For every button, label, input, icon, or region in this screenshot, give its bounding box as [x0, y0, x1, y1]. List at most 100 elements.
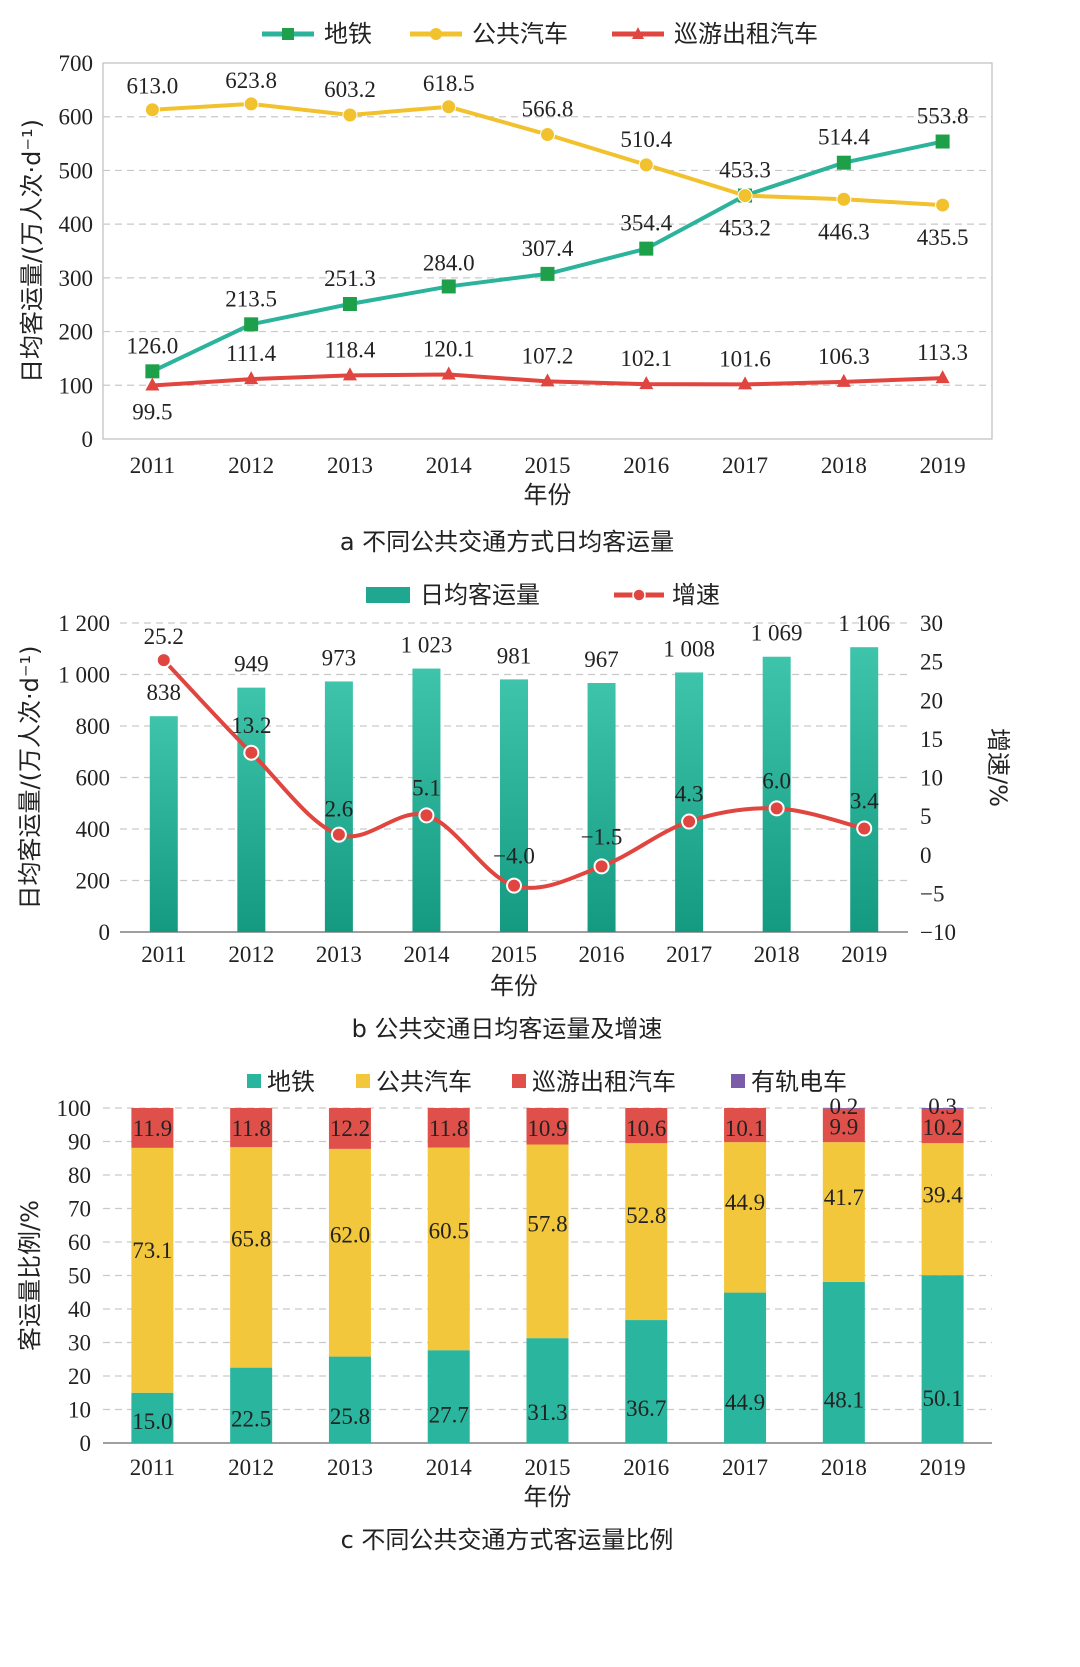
segment-value-label: 39.4	[922, 1183, 963, 1208]
y-tick-label-b: 200	[76, 869, 111, 894]
stack-segment-地铁	[724, 1292, 767, 1443]
y-tick-label-c: 80	[68, 1163, 91, 1188]
stack-segment-有轨电车	[921, 1108, 964, 1110]
stack-segment-巡游出租汽车	[625, 1108, 668, 1144]
y-tick-label-b: 400	[76, 817, 111, 842]
y2-tick-label-b: 25	[920, 650, 943, 675]
data-label: 284.0	[423, 250, 475, 275]
x-tick-label-c: 2016	[623, 1455, 669, 1480]
x-tick-label-b: 2017	[666, 942, 712, 967]
caption-c: c 不同公共交通方式客运量比例	[341, 1526, 674, 1554]
growth-value-label: 4.3	[675, 782, 704, 807]
y-tick-label-c: 30	[68, 1331, 91, 1356]
marker-point	[145, 377, 160, 391]
x-tick-label-b: 2018	[754, 942, 800, 967]
stack-segment-巡游出租汽车	[131, 1108, 174, 1148]
stack-segment-公共汽车	[822, 1142, 865, 1282]
stack-segment-公共汽车	[230, 1147, 273, 1368]
data-label: 118.4	[324, 337, 375, 362]
segment-value-label: 41.7	[824, 1185, 864, 1210]
data-label: 107.2	[522, 343, 574, 368]
plot-frame-a	[102, 62, 993, 440]
legend-label: 巡游出租汽车	[674, 20, 818, 48]
x-tick-label-b: 2011	[141, 942, 186, 967]
y-tick-label-a: 200	[59, 320, 94, 345]
x-axis-title-b: 年份	[490, 972, 538, 1000]
data-label: 213.5	[225, 286, 277, 311]
segment-value-label: 62.0	[330, 1222, 370, 1247]
segment-value-label: 10.6	[626, 1116, 666, 1141]
bar-value-label: 1 069	[751, 621, 803, 646]
marker-point	[639, 376, 654, 390]
growth-value-label: 6.0	[762, 768, 791, 793]
data-label: 603.2	[324, 77, 376, 102]
segment-value-label: 52.8	[626, 1203, 666, 1228]
legend-label: 地铁	[267, 1068, 315, 1096]
data-label: 99.5	[132, 400, 172, 425]
y-tick-label-a: 700	[59, 51, 94, 76]
data-label: 510.4	[620, 127, 672, 152]
data-label: 102.1	[620, 346, 672, 371]
segment-value-label: 11.8	[231, 1116, 270, 1141]
growth-marker	[330, 826, 347, 843]
stack-segment-公共汽车	[131, 1147, 174, 1393]
stack-segment-地铁	[427, 1350, 470, 1443]
segment-value-label: 50.1	[922, 1386, 962, 1411]
bar	[675, 672, 704, 932]
bar	[412, 668, 441, 932]
x-tick-label-b: 2015	[491, 942, 537, 967]
data-label: 113.3	[917, 340, 968, 365]
y-tick-label-c: 20	[68, 1364, 91, 1389]
data-label: 623.8	[225, 68, 277, 93]
stack-segment-公共汽车	[427, 1147, 470, 1351]
y-tick-label-c: 40	[68, 1297, 91, 1322]
x-tick-label-b: 2013	[316, 942, 362, 967]
stack-segment-巡游出租汽车	[427, 1108, 470, 1148]
marker-point	[145, 364, 160, 379]
stack-segment-公共汽车	[526, 1144, 569, 1339]
data-label: 111.4	[226, 341, 277, 366]
y-tick-label-c: 10	[68, 1398, 91, 1423]
growth-marker	[506, 877, 522, 894]
marker-point	[935, 370, 950, 384]
segment-value-label: 15.0	[132, 1409, 172, 1434]
segment-value-label: 48.1	[824, 1388, 864, 1413]
y-tick-label-a: 500	[59, 158, 94, 183]
y2-tick-label-b: 0	[920, 843, 932, 868]
segment-value-label: 73.1	[132, 1238, 172, 1263]
marker-point	[144, 102, 160, 118]
x-tick-label-b: 2012	[228, 942, 274, 967]
segment-value-label: 10.9	[527, 1116, 567, 1141]
x-axis-title-c: 年份	[524, 1483, 572, 1511]
growth-value-label: 3.4	[850, 788, 879, 813]
bar-value-label: 967	[584, 647, 619, 672]
stack-segment-巡游出租汽车	[921, 1109, 964, 1144]
y2-tick-label-b: −5	[920, 881, 944, 906]
x-tick-label-a: 2011	[130, 453, 175, 478]
marker-point	[836, 373, 851, 387]
stack-segment-地铁	[131, 1392, 174, 1443]
x-tick-label-b: 2019	[841, 942, 887, 967]
stack-segment-地铁	[822, 1281, 865, 1443]
data-label: 566.8	[522, 97, 574, 122]
y2-tick-label-b: 10	[920, 766, 943, 791]
stack-segment-公共汽车	[921, 1143, 964, 1276]
growth-marker	[155, 652, 172, 669]
legend-marker	[282, 28, 294, 40]
y-tick-label-a: 600	[59, 105, 94, 130]
x-axis-title-a: 年份	[524, 481, 572, 509]
y-tick-label-c: 70	[68, 1197, 91, 1222]
bar-value-label: 981	[497, 643, 532, 668]
data-label: 354.4	[620, 211, 672, 236]
bar	[762, 656, 791, 932]
y-axis-title-b: 日均客运量/(万人次·d⁻¹)	[16, 646, 44, 910]
segment-value-label: 25.8	[330, 1404, 370, 1429]
x-tick-label-a: 2015	[525, 453, 571, 478]
y-tick-label-b: 0	[99, 920, 111, 945]
bar	[324, 681, 353, 932]
legend-label: 有轨电车	[751, 1068, 847, 1096]
stack-segment-巡游出租汽车	[822, 1108, 865, 1143]
caption-a: a 不同公共交通方式日均客运量	[340, 528, 674, 556]
growth-value-label: −4.0	[493, 844, 535, 869]
